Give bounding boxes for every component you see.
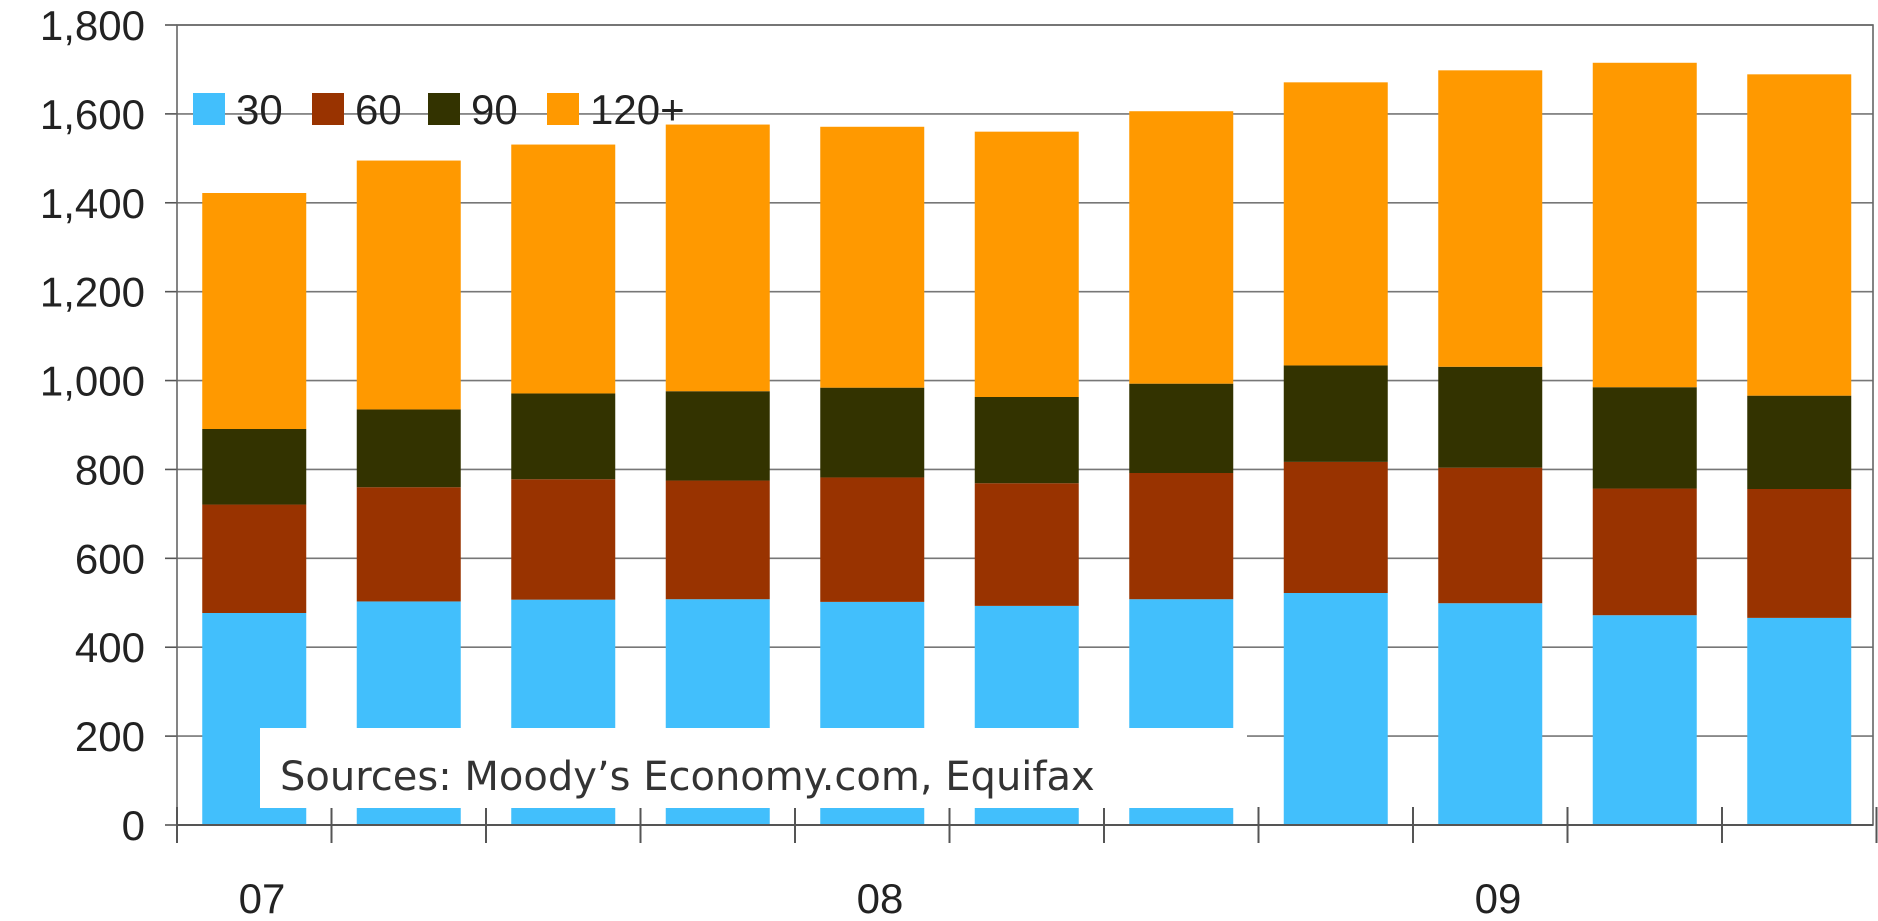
bar-segment-120plus: [1592, 62, 1697, 388]
bar-segment-60: [356, 487, 461, 602]
legend-label: 90: [471, 86, 518, 133]
bar-segment-60: [1129, 473, 1234, 600]
bar-segment-90: [1592, 387, 1697, 489]
y-tick-label: 1,000: [40, 358, 145, 405]
bar-segment-90: [1129, 383, 1234, 473]
y-tick-label: 1,600: [40, 91, 145, 138]
bar-segment-120plus: [1283, 82, 1388, 366]
bar-segment-120plus: [1747, 74, 1852, 396]
legend-label: 120+: [590, 86, 685, 133]
bar-segment-90: [1438, 366, 1543, 468]
y-tick-label: 200: [75, 713, 145, 760]
bar-segment-120plus: [1438, 70, 1543, 367]
bar-segment-60: [202, 504, 307, 613]
bar-segment-60: [974, 483, 1079, 606]
x-group-label: 09: [1475, 875, 1522, 921]
bar-segment-30: [1747, 617, 1852, 825]
legend-swatch: [312, 93, 344, 125]
bar-segment-60: [511, 479, 616, 600]
bar-segment-60: [665, 480, 770, 600]
y-tick-label: 600: [75, 535, 145, 582]
x-group-label: 07: [239, 875, 286, 921]
legend-swatch: [547, 93, 579, 125]
bar-segment-90: [1283, 365, 1388, 462]
bar-segment-120plus: [974, 131, 1079, 397]
bar-segment-30: [1592, 615, 1697, 825]
legend-label: 60: [355, 86, 402, 133]
y-tick-label: 800: [75, 446, 145, 493]
source-note-text: Sources: Moody’s Economy.com, Equifax: [280, 754, 1095, 800]
bar-segment-120plus: [1129, 111, 1234, 384]
x-axis-labels: 07 08 09: [239, 875, 1522, 921]
bar-segment-90: [820, 387, 925, 478]
bar-segment-90: [356, 409, 461, 488]
source-note-background: [260, 728, 1247, 808]
y-tick-label: 1,800: [40, 2, 145, 49]
bar-segment-90: [511, 393, 616, 480]
x-group-label: 08: [857, 875, 904, 921]
y-tick-label: 1,400: [40, 180, 145, 227]
bar-segment-120plus: [665, 124, 770, 392]
bar-segment-120plus: [202, 193, 307, 429]
bar-segment-30: [1438, 603, 1543, 825]
legend-swatch: [193, 93, 225, 125]
bar-segment-90: [974, 397, 1079, 484]
bar-segment-30: [1283, 593, 1388, 825]
bar-segment-60: [820, 477, 925, 602]
legend-label: 30: [236, 86, 283, 133]
bar-segment-60: [1438, 467, 1543, 604]
legend-swatch: [428, 93, 460, 125]
bar-segment-60: [1592, 488, 1697, 616]
bar-segment-60: [1747, 489, 1852, 618]
bar-segment-60: [1283, 461, 1388, 593]
bar-segment-120plus: [820, 126, 925, 388]
source-note: Sources: Moody’s Economy.com, Equifax: [260, 728, 1247, 808]
y-tick-label: 0: [122, 802, 145, 849]
bar-segment-120plus: [511, 144, 616, 394]
axes-layer: [176, 24, 1878, 843]
bars-layer: [202, 62, 1852, 825]
bar-segment-90: [1747, 395, 1852, 489]
bar-segment-120plus: [356, 160, 461, 410]
bar-segment-90: [202, 429, 307, 505]
bar-segment-90: [665, 391, 770, 481]
legend: 30 60 90 120+: [193, 86, 685, 133]
y-tick-label: 1,200: [40, 269, 145, 316]
y-axis-tick-labels: 0 200 400 600 800 1,000 1,200 1,400 1,600 1,800: [40, 2, 145, 849]
y-tick-label: 400: [75, 624, 145, 671]
